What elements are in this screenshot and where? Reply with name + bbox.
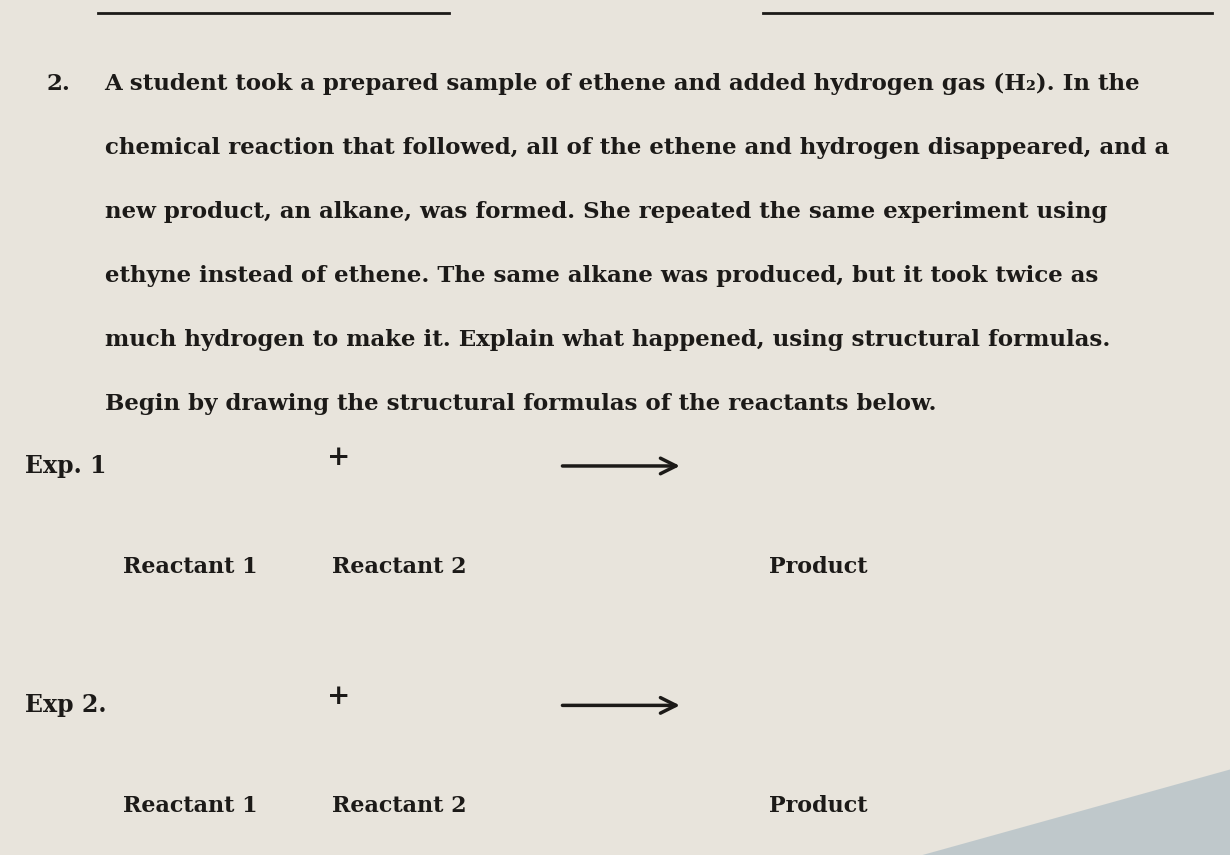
Text: ethyne instead of ethene. The same alkane was produced, but it took twice as: ethyne instead of ethene. The same alkan… (105, 265, 1098, 287)
Text: Exp. 1: Exp. 1 (25, 454, 106, 478)
Text: Exp 2.: Exp 2. (25, 693, 106, 717)
Text: new product, an alkane, was formed. She repeated the same experiment using: new product, an alkane, was formed. She … (105, 201, 1107, 223)
Text: Begin by drawing the structural formulas of the reactants below.: Begin by drawing the structural formulas… (105, 393, 936, 416)
Text: Reactant 1: Reactant 1 (123, 795, 258, 817)
Text: A student took a prepared sample of ethene and added hydrogen gas (H₂). In the: A student took a prepared sample of ethe… (105, 73, 1140, 95)
Text: Reactant 2: Reactant 2 (332, 795, 467, 817)
Text: Product: Product (769, 795, 867, 817)
Polygon shape (640, 770, 1230, 855)
Text: chemical reaction that followed, all of the ethene and hydrogen disappeared, and: chemical reaction that followed, all of … (105, 137, 1168, 159)
Text: +: + (326, 444, 351, 471)
Text: much hydrogen to make it. Explain what happened, using structural formulas.: much hydrogen to make it. Explain what h… (105, 329, 1109, 351)
Text: Product: Product (769, 556, 867, 578)
Text: Reactant 2: Reactant 2 (332, 556, 467, 578)
Text: 2.: 2. (47, 73, 70, 95)
Text: +: + (326, 683, 351, 711)
Text: Reactant 1: Reactant 1 (123, 556, 258, 578)
